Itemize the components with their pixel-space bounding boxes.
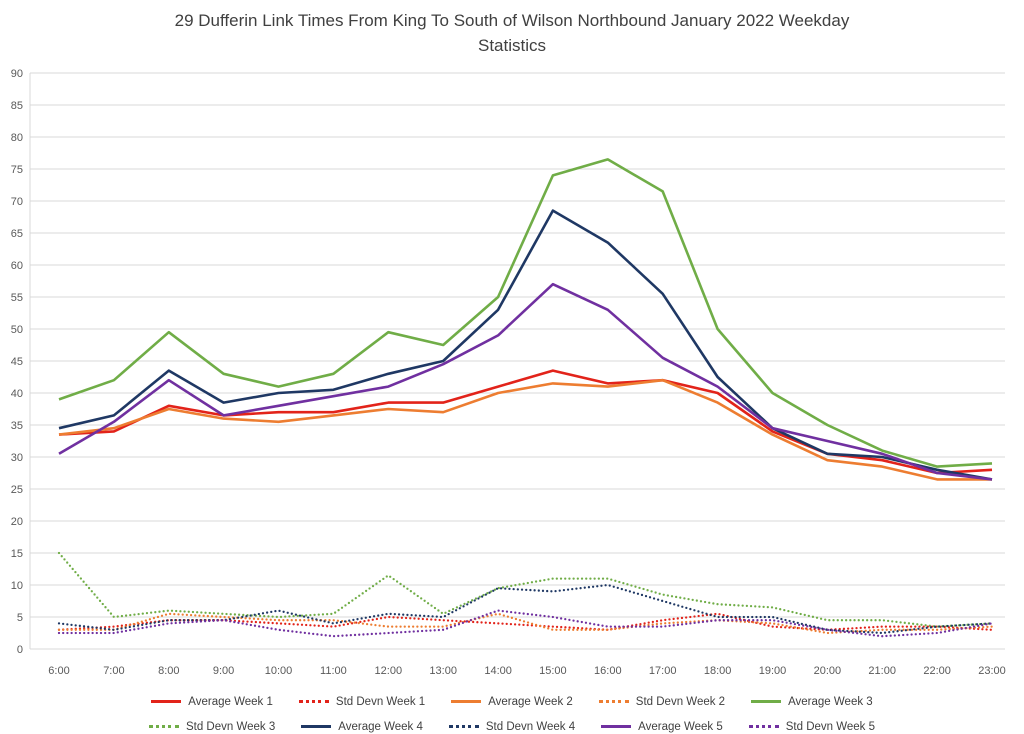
y-tick-label: 80 xyxy=(11,132,23,144)
legend-label: Std Devn Week 1 xyxy=(335,695,426,708)
line-average-week-3 xyxy=(58,158,993,468)
y-tick-label: 60 xyxy=(11,260,23,272)
legend-line-std-devn-week-5 xyxy=(748,725,779,728)
x-tick-label: 7:00 xyxy=(103,665,124,677)
line-average-week-1 xyxy=(58,369,993,475)
legend-line-average-week-3 xyxy=(751,700,782,703)
chart-title-line1: 29 Dufferin Link Times From King To Sout… xyxy=(174,11,850,30)
legend-item-average-week-5: Average Week 5 xyxy=(601,721,723,733)
y-tick-label: 5 xyxy=(17,612,23,624)
legend-row-2: Std Devn Week 3 Average Week 4 Std Devn … xyxy=(0,714,1024,734)
x-tick-label: 21:00 xyxy=(868,665,896,677)
y-tick-label: 10 xyxy=(11,580,23,592)
x-tick-label: 10:00 xyxy=(265,665,293,677)
legend-label: Std Devn Week 5 xyxy=(785,720,876,733)
line-average-week-2 xyxy=(58,378,992,481)
legend-label: Average Week 2 xyxy=(488,695,573,708)
line-std-devn-week-4 xyxy=(57,583,994,635)
y-tick-label: 90 xyxy=(11,68,23,80)
x-tick-label: 14:00 xyxy=(484,665,512,677)
legend-label: Average Week 5 xyxy=(638,720,723,733)
x-tick-label: 17:00 xyxy=(649,665,677,677)
legend-line-std-devn-week-2 xyxy=(598,700,629,703)
legend-item-average-week-4: Average Week 4 xyxy=(301,721,423,733)
legend-item-std-devn-week-1: Std Devn Week 1 xyxy=(298,695,426,708)
y-tick-label: 15 xyxy=(11,548,23,560)
legend-item-std-devn-week-2: Std Devn Week 2 xyxy=(598,695,726,708)
y-tick-label: 70 xyxy=(11,196,23,208)
y-tick-label: 55 xyxy=(11,292,23,304)
x-tick-label: 12:00 xyxy=(375,665,403,677)
legend-label: Average Week 3 xyxy=(788,695,873,708)
y-tick-label: 50 xyxy=(11,324,23,336)
legend-label: Average Week 4 xyxy=(338,720,423,733)
legend-item-average-week-3: Average Week 3 xyxy=(751,696,873,708)
y-tick-label: 45 xyxy=(11,356,23,368)
line-std-devn-week-3 xyxy=(57,551,994,628)
x-tick-label: 8:00 xyxy=(158,665,179,677)
plot-area: 0 5 10 15 20 25 30 35 40 45 50 55 60 65 70 75 80 85 90 6:00… xyxy=(0,60,1024,687)
line-average-week-5 xyxy=(58,282,993,481)
line-std-devn-week-2 xyxy=(57,612,994,635)
x-tick-label: 20:00 xyxy=(814,665,842,677)
x-tick-label: 13:00 xyxy=(429,665,457,677)
legend-line-std-devn-week-1 xyxy=(298,700,329,703)
legend-line-std-devn-week-3 xyxy=(148,725,179,728)
x-tick-label: 19:00 xyxy=(759,665,787,677)
x-tick-label: 6:00 xyxy=(48,665,69,677)
legend-line-average-week-4 xyxy=(301,725,332,728)
y-tick-label: 35 xyxy=(11,420,23,432)
legend-line-average-week-5 xyxy=(601,725,632,728)
x-tick-label: 9:00 xyxy=(213,665,234,677)
x-tick-label: 11:00 xyxy=(320,665,347,677)
y-tick-label: 75 xyxy=(11,164,23,176)
x-tick-label: 22:00 xyxy=(923,665,951,677)
x-tick-label: 15:00 xyxy=(539,665,567,677)
y-tick-label: 0 xyxy=(17,644,23,656)
legend-item-average-week-1: Average Week 1 xyxy=(151,696,273,708)
legend-item-std-devn-week-4: Std Devn Week 4 xyxy=(448,720,576,733)
legend-label: Std Devn Week 4 xyxy=(485,720,576,733)
legend-label: Std Devn Week 2 xyxy=(635,695,726,708)
legend-line-average-week-2 xyxy=(451,700,482,703)
legend-item-std-devn-week-5: Std Devn Week 5 xyxy=(748,720,876,733)
legend-line-average-week-1 xyxy=(151,700,182,703)
y-tick-label: 25 xyxy=(11,484,23,496)
chart-title: 29 Dufferin Link Times From King To Sout… xyxy=(0,0,1024,58)
y-tick-label: 20 xyxy=(11,516,23,528)
y-tick-label: 40 xyxy=(11,388,23,400)
x-tick-label: 16:00 xyxy=(594,665,622,677)
chart-title-line2: Statistics xyxy=(477,36,547,55)
legend-item-average-week-2: Average Week 2 xyxy=(451,696,573,708)
y-tick-label: 65 xyxy=(11,228,23,240)
x-tick-label: 23:00 xyxy=(978,665,1006,677)
legend-item-std-devn-week-3: Std Devn Week 3 xyxy=(148,720,276,733)
legend-label: Average Week 1 xyxy=(188,695,273,708)
legend-line-std-devn-week-4 xyxy=(448,725,479,728)
legend-row-1: Average Week 1 Std Devn Week 1 Average W… xyxy=(0,689,1024,714)
y-tick-label: 85 xyxy=(11,100,23,112)
x-tick-label: 18:00 xyxy=(704,665,732,677)
chart-legend: Average Week 1 Std Devn Week 1 Average W… xyxy=(0,689,1024,734)
line-std-devn-week-5 xyxy=(57,609,994,638)
chart-svg: 0 5 10 15 20 25 30 35 40 45 50 55 60 65 70 75 80 85 90 6:00… xyxy=(11,68,1006,677)
legend-label: Std Devn Week 3 xyxy=(185,720,276,733)
line-average-week-4 xyxy=(58,209,993,481)
y-tick-label: 30 xyxy=(11,452,23,464)
